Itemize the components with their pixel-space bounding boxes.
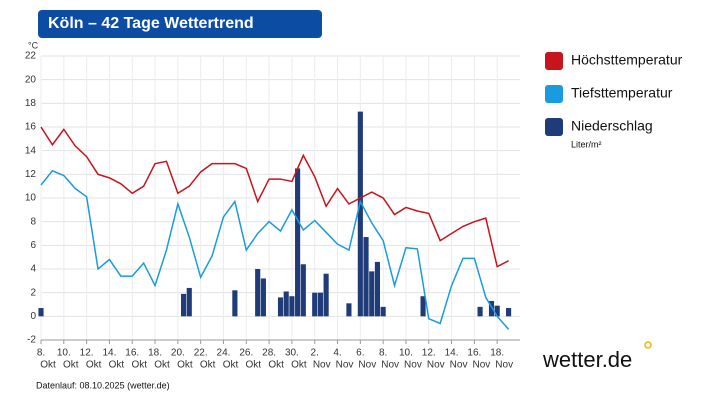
precipitation-bar [300, 264, 306, 317]
legend-label: Niederschlag [571, 118, 653, 134]
precipitation-bar [357, 111, 363, 317]
x-tick-label: 18. [490, 348, 504, 359]
x-tick-label: 8. [37, 348, 45, 359]
precipitation-bar [488, 300, 495, 317]
y-tick-label: 2 [30, 287, 36, 298]
legend-label: Tiefsttemperatur [571, 85, 673, 101]
x-tick-label: 8. [379, 348, 387, 359]
temperature-line [40, 169, 510, 330]
x-tick-month: Okt [131, 360, 147, 371]
x-tick-label: 24. [217, 348, 231, 359]
x-tick-month: Okt [177, 360, 193, 371]
x-tick-month: Okt [291, 360, 307, 371]
precipitation-bar [289, 296, 295, 317]
precipitation-bar [38, 308, 44, 317]
y-tick-label: 4 [30, 264, 36, 275]
x-tick-month: Nov [313, 360, 331, 371]
legend-swatch [545, 85, 563, 103]
y-tick-label: -2 [27, 335, 36, 346]
precipitation-bar [363, 237, 369, 317]
x-tick-label: 10. [399, 348, 413, 359]
x-tick-label: 6. [356, 348, 364, 359]
precipitation-bar [255, 269, 261, 317]
x-tick-month: Nov [472, 360, 490, 371]
title-bar [38, 10, 322, 38]
precipitation-bar [283, 291, 289, 317]
x-tick-month: Nov [358, 360, 376, 371]
x-tick-label: 28. [262, 348, 276, 359]
x-tick-month: Nov [381, 360, 399, 371]
precipitation-bar [374, 261, 381, 317]
logo-dot [644, 341, 652, 349]
x-tick-label: 14. [102, 348, 116, 359]
x-tick-label: 16. [125, 348, 139, 359]
x-tick-month: Okt [109, 360, 125, 371]
precipitation-bar [346, 303, 352, 317]
precipitation-bar [186, 287, 192, 317]
precipitation-bar [232, 290, 238, 317]
chart-title: Köln – 42 Tage Wettertrend [48, 15, 254, 32]
y-tick-label: 22 [25, 51, 37, 62]
x-tick-month: Nov [404, 360, 422, 371]
y-tick-label: 16 [25, 122, 37, 133]
precipitation-bar [312, 292, 318, 317]
x-tick-label: 16. [467, 348, 481, 359]
x-tick-month: Okt [63, 360, 79, 371]
legend-swatch [545, 118, 563, 136]
y-axis-label: °C [28, 40, 39, 50]
x-tick-month: Nov [495, 360, 513, 371]
precipitation-bar [380, 306, 386, 317]
x-tick-month: Okt [268, 360, 284, 371]
legend-label: Höchsttemperatur [571, 52, 683, 68]
y-tick-label: 0 [30, 311, 36, 322]
precipitation-bar [323, 273, 329, 317]
precipitation-bar [260, 278, 266, 317]
x-tick-label: 20. [171, 348, 185, 359]
y-tick-label: 18 [25, 98, 37, 109]
x-tick-month: Nov [336, 360, 354, 371]
precipitation-bar [277, 297, 284, 317]
x-tick-label: 4. [333, 348, 341, 359]
y-tick-label: 20 [25, 74, 37, 85]
y-tick-label: 8 [30, 216, 36, 227]
precipitation-bar [420, 296, 426, 317]
temperature-line [40, 126, 509, 268]
x-tick-month: Nov [450, 360, 468, 371]
x-tick-month: Nov [427, 360, 445, 371]
x-tick-label: 18. [148, 348, 162, 359]
legend-swatch [545, 52, 563, 70]
x-tick-label: 26. [239, 348, 253, 359]
x-tick-label: 12. [80, 348, 94, 359]
x-tick-month: Okt [154, 360, 170, 371]
logo: wetter.de [542, 347, 632, 372]
x-tick-month: Okt [223, 360, 239, 371]
precipitation-bar [180, 293, 187, 317]
x-tick-label: 2. [311, 348, 319, 359]
precipitation-bar [369, 271, 375, 317]
x-tick-label: 30. [285, 348, 299, 359]
x-tick-label: 14. [445, 348, 459, 359]
precipitation-bar [506, 308, 512, 317]
legend-unit: Liter/m² [571, 139, 602, 149]
x-tick-month: Okt [200, 360, 216, 371]
x-tick-label: 22. [194, 348, 208, 359]
y-tick-label: 6 [30, 240, 36, 251]
precipitation-bar [295, 168, 301, 317]
y-tick-label: 12 [25, 169, 37, 180]
x-tick-month: Okt [86, 360, 102, 371]
x-tick-label: 10. [57, 348, 71, 359]
precipitation-bar [477, 306, 483, 317]
x-tick-month: Okt [246, 360, 262, 371]
precipitation-bar [494, 305, 500, 317]
x-tick-month: Okt [40, 360, 56, 371]
y-tick-label: 10 [25, 193, 37, 204]
x-tick-label: 12. [422, 348, 436, 359]
footer: Datenlauf: 08.10.2025 (wetter.de) [36, 380, 170, 390]
y-tick-label: 14 [25, 145, 37, 156]
precipitation-bar [317, 292, 323, 317]
